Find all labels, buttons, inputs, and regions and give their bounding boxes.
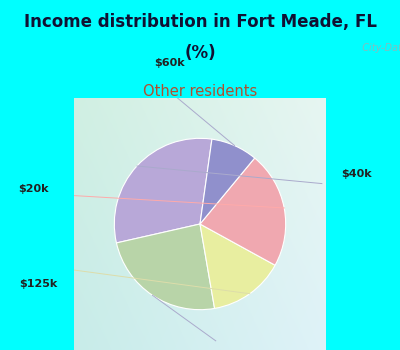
Wedge shape — [200, 139, 255, 224]
Text: (%): (%) — [184, 44, 216, 62]
Text: $20k: $20k — [18, 184, 49, 194]
Text: $40k: $40k — [341, 169, 372, 178]
Wedge shape — [116, 224, 214, 310]
Text: Other residents: Other residents — [143, 84, 257, 99]
Wedge shape — [114, 138, 212, 243]
Text: City-Data.com: City-Data.com — [356, 43, 400, 52]
Wedge shape — [200, 224, 275, 308]
Text: Income distribution in Fort Meade, FL: Income distribution in Fort Meade, FL — [24, 13, 376, 30]
Text: $125k: $125k — [20, 280, 58, 289]
Wedge shape — [200, 158, 286, 265]
Text: $60k: $60k — [154, 58, 185, 68]
